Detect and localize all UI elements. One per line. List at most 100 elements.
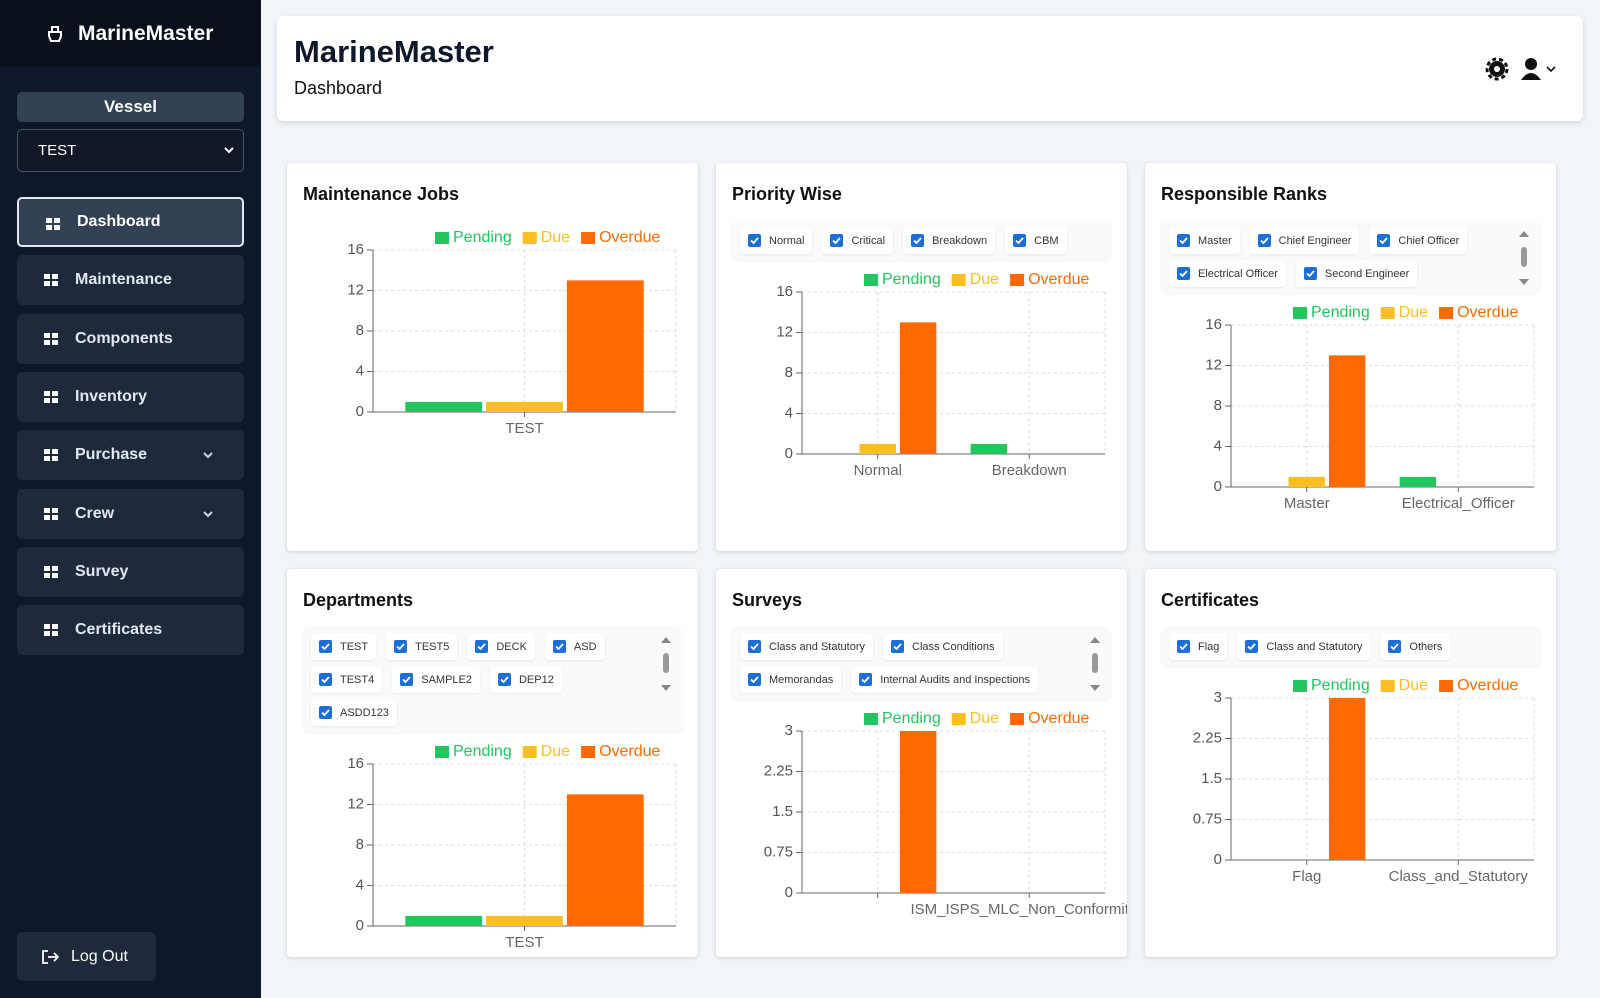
bar	[486, 915, 563, 926]
logout-button[interactable]: Log Out	[17, 932, 156, 981]
checkbox[interactable]	[830, 234, 844, 247]
filter-chip[interactable]: TEST5	[386, 633, 458, 660]
checkbox[interactable]	[1245, 640, 1259, 653]
vessel-select[interactable]: TEST	[17, 129, 244, 172]
filter-chip[interactable]: CBM	[1005, 227, 1067, 254]
filter-chip[interactable]: DEP12	[489, 666, 562, 693]
chart-panel: Certificates Flag Class and Statutory Other…	[1145, 569, 1556, 957]
filter-label: SAMPLE2	[421, 673, 472, 686]
checkbox[interactable]	[552, 640, 566, 653]
checkbox[interactable]	[1303, 267, 1317, 280]
nav-item[interactable]: Certificates	[17, 605, 244, 656]
filter-chip[interactable]: ASDD123	[311, 699, 397, 726]
header-actions	[1485, 57, 1556, 81]
logout-icon	[42, 950, 59, 964]
filter-label: Breakdown	[932, 234, 988, 247]
bar	[486, 401, 563, 412]
nav-label: Certificates	[75, 621, 163, 639]
nav-item[interactable]: Maintenance	[17, 255, 244, 306]
header: MarineMaster Dashboard	[277, 16, 1583, 121]
filter-chip[interactable]: Class Conditions	[883, 633, 1003, 660]
filter-chip[interactable]: DECK	[467, 633, 535, 660]
checkbox[interactable]	[1177, 267, 1190, 280]
checkbox[interactable]	[319, 706, 332, 719]
checkbox[interactable]	[497, 673, 511, 686]
nav-item[interactable]: Components	[17, 313, 244, 364]
legend-label: Due	[541, 229, 570, 246]
y-tick-label: 12	[776, 323, 793, 340]
nav-item[interactable]: Crew	[17, 488, 244, 539]
checkbox[interactable]	[859, 673, 873, 686]
filter-chip[interactable]: Chief Officer	[1369, 227, 1468, 254]
filter-chip[interactable]: ASD	[544, 633, 605, 660]
checkbox[interactable]	[911, 234, 925, 247]
checkbox[interactable]	[1013, 234, 1027, 247]
legend-swatch	[864, 274, 878, 286]
checkbox[interactable]	[748, 234, 761, 247]
filter-label: Chief Officer	[1398, 234, 1460, 247]
legend-swatch	[951, 713, 966, 725]
y-tick-label: 4	[785, 404, 793, 421]
checkbox[interactable]	[891, 640, 904, 653]
ship-icon	[48, 25, 62, 42]
chart: 0 0.75 1.5 2.25 3 Flag Class_and_Statutory Pend…	[1193, 677, 1535, 885]
filter-label: Internal Audits and Inspections	[880, 673, 1031, 686]
checkbox[interactable]	[319, 673, 332, 686]
checkbox[interactable]	[475, 640, 489, 653]
scrollbar[interactable]	[660, 635, 672, 693]
chart-panel: Surveys Class and Statutory Class Conditio…	[716, 569, 1127, 957]
checkbox[interactable]	[319, 640, 332, 653]
legend-label: Overdue	[1457, 677, 1518, 694]
filter-chip[interactable]: Memorandas	[740, 666, 842, 693]
nav-item[interactable]: Inventory	[17, 371, 244, 422]
y-tick-label: 4	[356, 362, 364, 379]
filter-chip[interactable]: Normal	[740, 227, 813, 254]
checkbox[interactable]	[400, 673, 414, 686]
filter-chip[interactable]: Class and Statutory	[740, 633, 873, 660]
y-tick-label: 8	[356, 836, 364, 853]
bar	[566, 794, 644, 926]
filter-chip[interactable]: Internal Audits and Inspections	[851, 666, 1039, 693]
legend-swatch	[581, 746, 596, 758]
checkbox[interactable]	[748, 673, 761, 686]
filter-chip[interactable]: Electrical Officer	[1169, 260, 1286, 287]
checkbox[interactable]	[1388, 640, 1402, 653]
checkbox[interactable]	[394, 640, 408, 653]
checkbox[interactable]	[1177, 234, 1190, 247]
checkbox[interactable]	[1257, 234, 1271, 247]
nav-item[interactable]: Survey	[17, 546, 244, 597]
checkbox[interactable]	[1177, 640, 1190, 653]
nav-icon	[44, 565, 58, 578]
bar	[899, 322, 937, 454]
filter-label: Class and Statutory	[1266, 640, 1363, 653]
scrollbar[interactable]	[1518, 229, 1530, 287]
chart: 0 4 8 12 16 Master Electrical_Officer Pending Du…	[1205, 304, 1535, 512]
legend-swatch	[1293, 680, 1307, 692]
filter-chip[interactable]: Class and Statutory	[1237, 633, 1371, 660]
chart: 0 0.75 1.5 2.25 3 ISM_ISPS_MLC_Non_Conformiti…	[764, 710, 1127, 918]
y-tick-label: 16	[347, 241, 364, 258]
user-menu[interactable]	[1521, 58, 1556, 80]
filter-chip[interactable]: TEST	[311, 633, 377, 660]
y-tick-label: 4	[1214, 437, 1222, 454]
legend-label: Due	[970, 271, 999, 288]
filter-chip[interactable]: SAMPLE2	[392, 666, 480, 693]
filter-chip[interactable]: Others	[1380, 633, 1451, 660]
checkbox[interactable]	[748, 640, 761, 653]
filter-chip[interactable]: TEST4	[311, 666, 383, 693]
filter-chip[interactable]: Second Engineer	[1295, 260, 1418, 287]
checkbox[interactable]	[1377, 234, 1391, 247]
nav-item[interactable]: Dashboard	[17, 197, 244, 247]
filter-chip[interactable]: Flag	[1169, 633, 1228, 660]
settings-icon[interactable]	[1485, 57, 1509, 81]
filter-chip[interactable]: Chief Engineer	[1249, 227, 1360, 254]
filter-chip[interactable]: Master	[1169, 227, 1240, 254]
y-tick-label: 0	[785, 884, 793, 901]
filter-chip[interactable]: Critical	[822, 227, 894, 254]
vessel-label: Vessel	[17, 92, 244, 122]
legend-label: Pending	[1311, 304, 1370, 321]
scrollbar[interactable]	[1089, 635, 1101, 693]
filter-chip[interactable]: Breakdown	[903, 227, 996, 254]
nav-item[interactable]: Purchase	[17, 430, 244, 481]
